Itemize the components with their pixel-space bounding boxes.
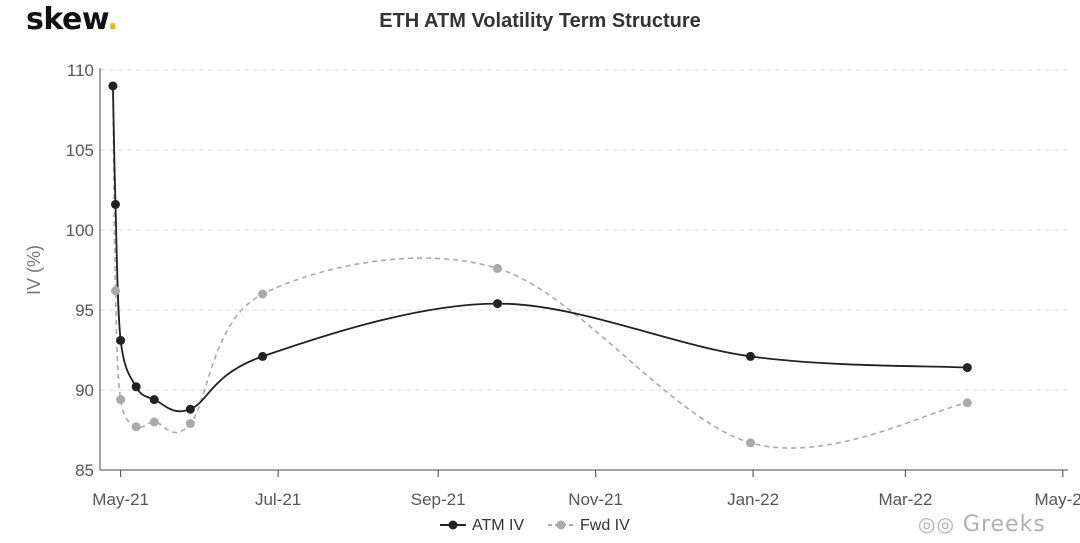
data-point-fwd-iv <box>110 286 120 296</box>
watermark: ◎◎ Greeks <box>918 512 1046 537</box>
y-tick-label: 110 <box>67 61 94 80</box>
data-point-atm-iv <box>149 395 159 405</box>
legend-label: ATM IV <box>472 517 524 534</box>
legend-swatch-marker <box>448 520 458 530</box>
legend-swatch-marker <box>556 520 566 530</box>
data-point-fwd-iv <box>962 398 972 408</box>
data-point-fwd-iv <box>149 417 159 427</box>
data-point-fwd-iv <box>185 419 195 429</box>
legend-item-atm-iv[interactable]: ATM IV <box>440 517 524 534</box>
x-tick-label: Jul-21 <box>255 490 301 509</box>
legend[interactable]: ATM IV Fwd IV <box>440 517 630 534</box>
data-point-atm-iv <box>110 199 120 209</box>
series-lines <box>112 85 968 449</box>
logo-dot: . <box>107 2 119 37</box>
y-tick-label: 105 <box>66 141 94 160</box>
series-line-fwd-iv <box>112 85 968 449</box>
logo-text: skew <box>26 2 108 37</box>
x-tick-label: Sep-21 <box>411 490 466 509</box>
data-point-fwd-iv <box>116 395 126 405</box>
data-point-fwd-iv <box>493 263 503 273</box>
x-tick-label: May-21 <box>92 490 149 509</box>
axes: 85 90 95 100 105 110 May-21 Jul-21 Sep-21 Nov-21 J… <box>66 61 1080 509</box>
watermark-icon: ◎◎ <box>918 512 955 536</box>
data-point-atm-iv <box>258 351 268 361</box>
series-line-atm-iv <box>112 85 968 413</box>
data-point-fwd-iv <box>131 422 141 432</box>
y-tick-label: 95 <box>75 301 94 320</box>
legend-item-fwd-iv[interactable]: Fwd IV <box>548 517 630 534</box>
skew-logo: skew. <box>26 2 119 37</box>
data-point-fwd-iv <box>258 289 268 299</box>
data-point-atm-iv <box>131 382 141 392</box>
y-axis-label: IV (%) <box>24 245 44 295</box>
grid-lines <box>100 69 1068 391</box>
data-point-atm-iv <box>493 299 503 309</box>
x-tick-label: Nov-21 <box>568 490 623 509</box>
x-tick-label: May-22 <box>1034 490 1080 509</box>
x-tick-label: Jan-22 <box>727 490 779 509</box>
data-point-atm-iv <box>116 335 126 345</box>
data-point-atm-iv <box>745 351 755 361</box>
data-point-atm-iv <box>185 404 195 414</box>
data-point-atm-iv <box>962 363 972 373</box>
data-points <box>108 81 972 448</box>
x-tick-label: Mar-22 <box>878 490 932 509</box>
y-tick-label: 90 <box>75 381 94 400</box>
watermark-text: Greeks <box>962 512 1046 537</box>
y-tick-label: 85 <box>75 461 94 480</box>
y-tick-label: 100 <box>66 221 94 240</box>
data-point-fwd-iv <box>745 438 755 448</box>
legend-label: Fwd IV <box>580 517 630 534</box>
chart-title: ETH ATM Volatility Term Structure <box>379 10 701 32</box>
data-point-atm-iv <box>108 81 118 91</box>
